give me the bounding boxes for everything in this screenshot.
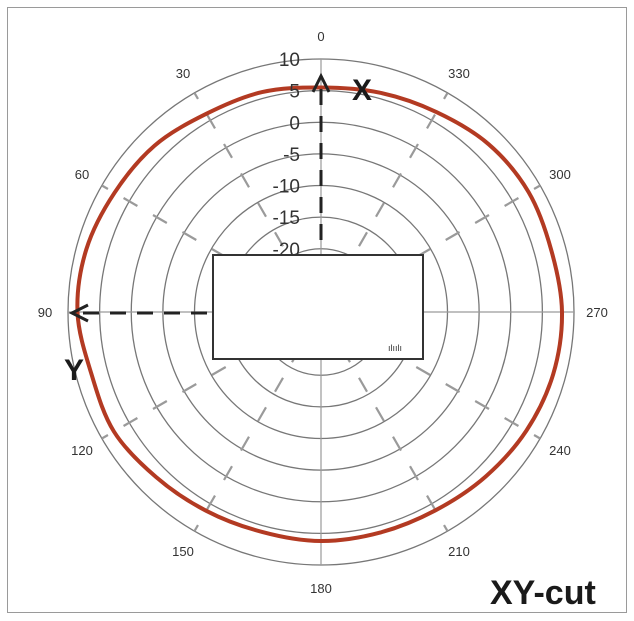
angle-label: 120	[71, 443, 93, 458]
y-arrow-head	[68, 303, 89, 323]
angle-label: 240	[549, 443, 571, 458]
spoke-30	[193, 92, 301, 277]
radial-label: -20	[273, 240, 300, 261]
angle-label: 30	[176, 66, 190, 81]
angle-label: 300	[549, 167, 571, 182]
spoke-330	[341, 92, 449, 277]
chart-frame	[7, 7, 627, 613]
x-axis-label: X	[352, 74, 372, 107]
spoke-150	[193, 347, 301, 532]
angle-label: 60	[75, 167, 89, 182]
radial-label: 5	[289, 82, 300, 103]
angle-label: 330	[448, 66, 470, 81]
y-axis-label: Y	[64, 354, 84, 387]
device-outline: ılıılı	[212, 254, 424, 360]
radial-label: 10	[279, 50, 300, 71]
axis-arrows	[68, 72, 331, 323]
angle-label: 0	[317, 29, 324, 44]
angle-label: 90	[38, 305, 52, 320]
angle-label: 150	[172, 544, 194, 559]
device-rectangle	[212, 254, 424, 360]
radial-label: -10	[273, 177, 300, 198]
cut-label: XY-cut	[490, 574, 596, 612]
spoke-210	[341, 347, 449, 532]
radial-tick-labels: 10 5 0 -5 -10 -15 -20	[273, 50, 300, 261]
x-arrow-head	[311, 72, 331, 93]
series-line	[75, 85, 565, 544]
radial-label: -5	[283, 145, 300, 166]
angle-label: 210	[448, 544, 470, 559]
angle-label: 180	[310, 581, 332, 596]
pattern-trace	[75, 85, 565, 544]
radial-label: 0	[289, 113, 300, 134]
angular-tick-labels: 0 30 60 90 120 150 180 210 240 270 300 330	[38, 29, 608, 596]
radial-label: -15	[273, 208, 300, 229]
device-marking: ılıılı	[388, 343, 402, 353]
angle-label: 270	[586, 305, 608, 320]
